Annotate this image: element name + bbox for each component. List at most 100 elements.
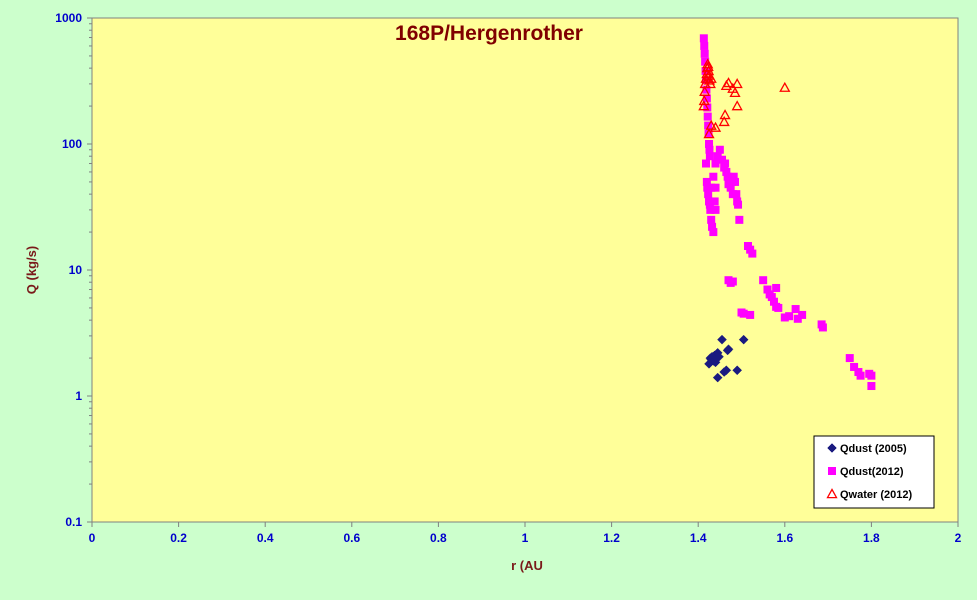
x-tick-label: 1.4 — [690, 531, 707, 545]
data-point — [699, 34, 708, 43]
data-point — [711, 205, 720, 214]
data-point — [704, 130, 713, 139]
data-point — [710, 197, 719, 206]
data-point — [723, 344, 734, 355]
data-point — [718, 115, 730, 127]
data-point — [798, 310, 807, 319]
data-point — [731, 78, 743, 89]
data-point — [703, 74, 716, 85]
data-point — [707, 215, 716, 224]
data-point — [699, 85, 711, 96]
y-tick-label: 0.1 — [65, 515, 82, 529]
data-point — [739, 309, 748, 318]
x-tick-label: 0.4 — [257, 531, 274, 545]
legend-marker — [826, 488, 838, 499]
data-point — [722, 77, 735, 88]
data-point — [818, 323, 827, 332]
data-point — [705, 145, 714, 154]
data-point — [772, 283, 781, 292]
data-point — [709, 228, 718, 237]
data-point — [759, 276, 768, 285]
data-point — [850, 362, 859, 371]
data-point — [706, 205, 715, 214]
chart-title: 168P/Hergenrother — [395, 22, 583, 45]
data-point — [731, 100, 743, 111]
data-point — [721, 365, 732, 376]
data-point — [748, 249, 757, 258]
data-point — [780, 313, 789, 322]
data-point — [867, 382, 876, 391]
data-point — [732, 365, 743, 376]
data-point — [763, 285, 772, 294]
x-tick-label: 0.8 — [430, 531, 447, 545]
x-tick-label: 1.2 — [603, 531, 620, 545]
data-point — [793, 314, 802, 323]
series-square — [699, 34, 876, 391]
data-point — [700, 41, 709, 50]
data-point — [701, 159, 710, 168]
data-point — [856, 371, 865, 380]
data-point — [715, 145, 724, 154]
legend-label: Qdust (2005) — [840, 443, 907, 455]
data-point — [705, 200, 714, 209]
data-point — [711, 183, 720, 192]
data-point — [700, 49, 709, 58]
data-point — [729, 172, 738, 181]
data-point — [785, 312, 794, 321]
data-point — [791, 305, 800, 314]
data-point — [767, 293, 776, 302]
x-tick-label: 0.2 — [170, 531, 187, 545]
data-point — [731, 177, 740, 186]
legend-marker — [827, 443, 837, 453]
data-point — [746, 310, 755, 319]
data-point — [709, 121, 722, 132]
data-point — [769, 297, 778, 306]
data-point — [723, 172, 732, 181]
data-point — [698, 100, 710, 111]
data-point — [713, 152, 722, 161]
data-point — [719, 109, 731, 120]
x-tick-label: 1.8 — [863, 531, 880, 545]
data-point — [732, 190, 741, 199]
data-point — [722, 167, 731, 176]
data-point — [702, 60, 714, 72]
data-point — [702, 65, 715, 76]
series-diamond — [704, 334, 749, 383]
data-point — [703, 112, 712, 121]
legend-label: Qwater (2012) — [840, 489, 912, 501]
data-point — [702, 94, 711, 103]
y-axis-title: Q (kg/s) — [24, 246, 39, 294]
data-point — [712, 372, 723, 383]
data-point — [705, 140, 714, 148]
data-point — [707, 183, 716, 192]
x-tick-label: 0.6 — [343, 531, 360, 545]
data-point — [704, 78, 716, 89]
data-point — [708, 222, 717, 231]
data-point — [704, 190, 713, 199]
data-point — [705, 119, 717, 130]
data-point — [705, 72, 717, 83]
data-point — [735, 215, 744, 224]
x-tick-label: 1.6 — [776, 531, 793, 545]
data-point — [779, 81, 791, 92]
axis-ticks: 0 0.2 0.4 0.6 0.8 1 1.2 1.4 1.6 1.8 2 0.1 1 10 100 1000 — [55, 11, 961, 545]
x-axis-title: r (AU — [511, 558, 543, 573]
data-point — [714, 351, 724, 362]
data-point — [721, 159, 730, 168]
x-tick-label: 0 — [89, 531, 96, 545]
y-tick-label: 10 — [69, 263, 83, 277]
x-tick-label: 1 — [522, 531, 529, 545]
data-point — [729, 86, 741, 98]
data-point — [720, 163, 729, 172]
series-triangle — [698, 58, 791, 139]
data-point — [698, 95, 710, 106]
data-point — [705, 152, 714, 161]
y-tick-label: 100 — [62, 137, 82, 151]
legend-marker — [828, 467, 836, 475]
data-point — [734, 200, 743, 209]
data-point — [867, 371, 876, 380]
data-point — [717, 334, 727, 345]
legend: Qdust (2005) Qdust(2012) Qwater (2012) — [813, 435, 935, 509]
data-point — [701, 57, 710, 66]
